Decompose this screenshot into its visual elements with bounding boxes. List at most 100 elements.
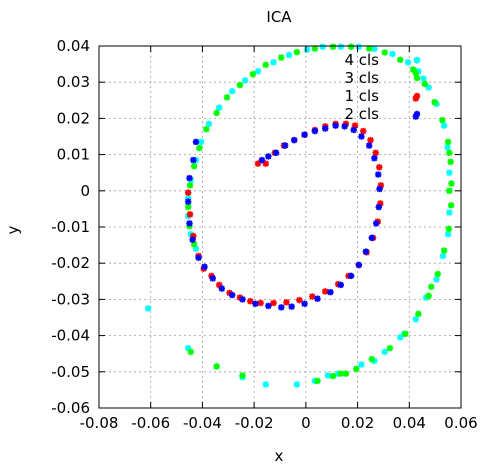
data-point	[350, 126, 357, 134]
series-2-cls	[185, 113, 419, 311]
data-point	[371, 45, 378, 53]
data-point	[186, 174, 193, 182]
data-point	[327, 288, 334, 296]
y-tick-label: -0.02	[51, 254, 90, 272]
data-point	[247, 298, 254, 305]
data-point	[367, 136, 374, 144]
data-point	[228, 291, 236, 299]
data-point	[445, 225, 453, 233]
data-point	[425, 292, 432, 299]
data-point	[272, 149, 280, 156]
data-point	[412, 316, 419, 323]
data-point	[440, 122, 448, 129]
data-point	[254, 160, 262, 167]
data-point	[366, 142, 373, 149]
data-point	[439, 117, 446, 124]
data-point	[262, 61, 269, 69]
data-point	[293, 381, 301, 388]
data-point	[444, 231, 452, 238]
data-point	[228, 88, 236, 95]
data-point	[329, 43, 337, 50]
x-tick-label: 0.06	[444, 414, 477, 432]
data-point	[440, 247, 448, 254]
x-tick-labels: -0.08 -0.06 -0.04 -0.02 0 0.02 0.04 0.06	[80, 414, 478, 432]
data-point	[381, 49, 388, 56]
legend-label: 3 cls	[344, 69, 379, 87]
legend-marker	[413, 56, 421, 64]
data-point	[270, 299, 277, 307]
legend-marker	[413, 92, 421, 100]
legend-marker	[413, 110, 421, 118]
y-tick-label: -0.01	[51, 218, 90, 236]
data-point	[301, 300, 308, 307]
y-axis-label: y	[4, 225, 22, 234]
data-point	[236, 81, 244, 89]
data-point	[241, 77, 249, 84]
legend-label: 2 cls	[344, 105, 379, 123]
data-point	[428, 283, 435, 290]
data-point	[265, 302, 272, 310]
data-point	[431, 98, 438, 106]
data-point	[239, 372, 246, 379]
y-tick-label: -0.04	[51, 327, 90, 345]
data-points	[144, 43, 455, 388]
y-tick-label: 0.03	[57, 73, 90, 91]
data-point	[446, 187, 453, 194]
data-point	[404, 59, 412, 66]
data-point	[362, 248, 370, 255]
data-point	[376, 164, 383, 171]
data-point	[377, 200, 384, 207]
data-point	[358, 361, 365, 368]
data-point	[265, 153, 272, 160]
data-point	[372, 220, 380, 227]
data-point	[389, 50, 396, 58]
data-point	[223, 94, 231, 101]
legend-marker	[413, 74, 421, 82]
data-point	[368, 355, 375, 363]
axis-ticks	[98, 45, 462, 409]
data-point	[186, 220, 193, 227]
data-point	[239, 296, 246, 303]
data-point	[252, 300, 259, 307]
data-point	[420, 75, 427, 82]
data-point	[347, 43, 355, 50]
data-point	[444, 138, 452, 146]
data-point	[375, 203, 382, 211]
data-point	[288, 303, 295, 310]
data-point	[185, 203, 192, 211]
series-3-cls	[185, 43, 455, 385]
data-point	[319, 43, 326, 50]
chart-title: ICA	[266, 8, 292, 26]
data-point	[309, 293, 316, 300]
data-point	[190, 156, 197, 164]
y-tick-label: 0.02	[57, 109, 90, 127]
data-point	[446, 209, 453, 216]
data-point	[203, 126, 210, 133]
data-point	[341, 123, 348, 130]
y-tick-label: -0.06	[51, 399, 90, 417]
y-tick-label: -0.05	[51, 363, 90, 381]
data-point	[278, 304, 285, 311]
data-point	[144, 305, 152, 312]
data-point	[347, 272, 355, 280]
data-point	[216, 104, 223, 111]
data-point	[213, 109, 220, 117]
data-point	[296, 296, 303, 304]
x-tick-label: 0	[301, 414, 311, 432]
data-point	[285, 51, 293, 59]
data-point	[195, 254, 202, 261]
data-point	[337, 281, 344, 289]
data-point	[322, 125, 329, 132]
data-point	[329, 372, 337, 380]
data-point	[270, 59, 277, 66]
data-point	[447, 202, 455, 209]
data-point	[372, 149, 379, 156]
data-point	[303, 46, 311, 53]
data-point	[186, 182, 194, 189]
data-point	[185, 189, 192, 196]
data-point	[218, 285, 226, 292]
legend-label: 1 cls	[344, 87, 379, 105]
data-point	[192, 138, 200, 146]
y-tick-label: 0.01	[57, 146, 90, 164]
